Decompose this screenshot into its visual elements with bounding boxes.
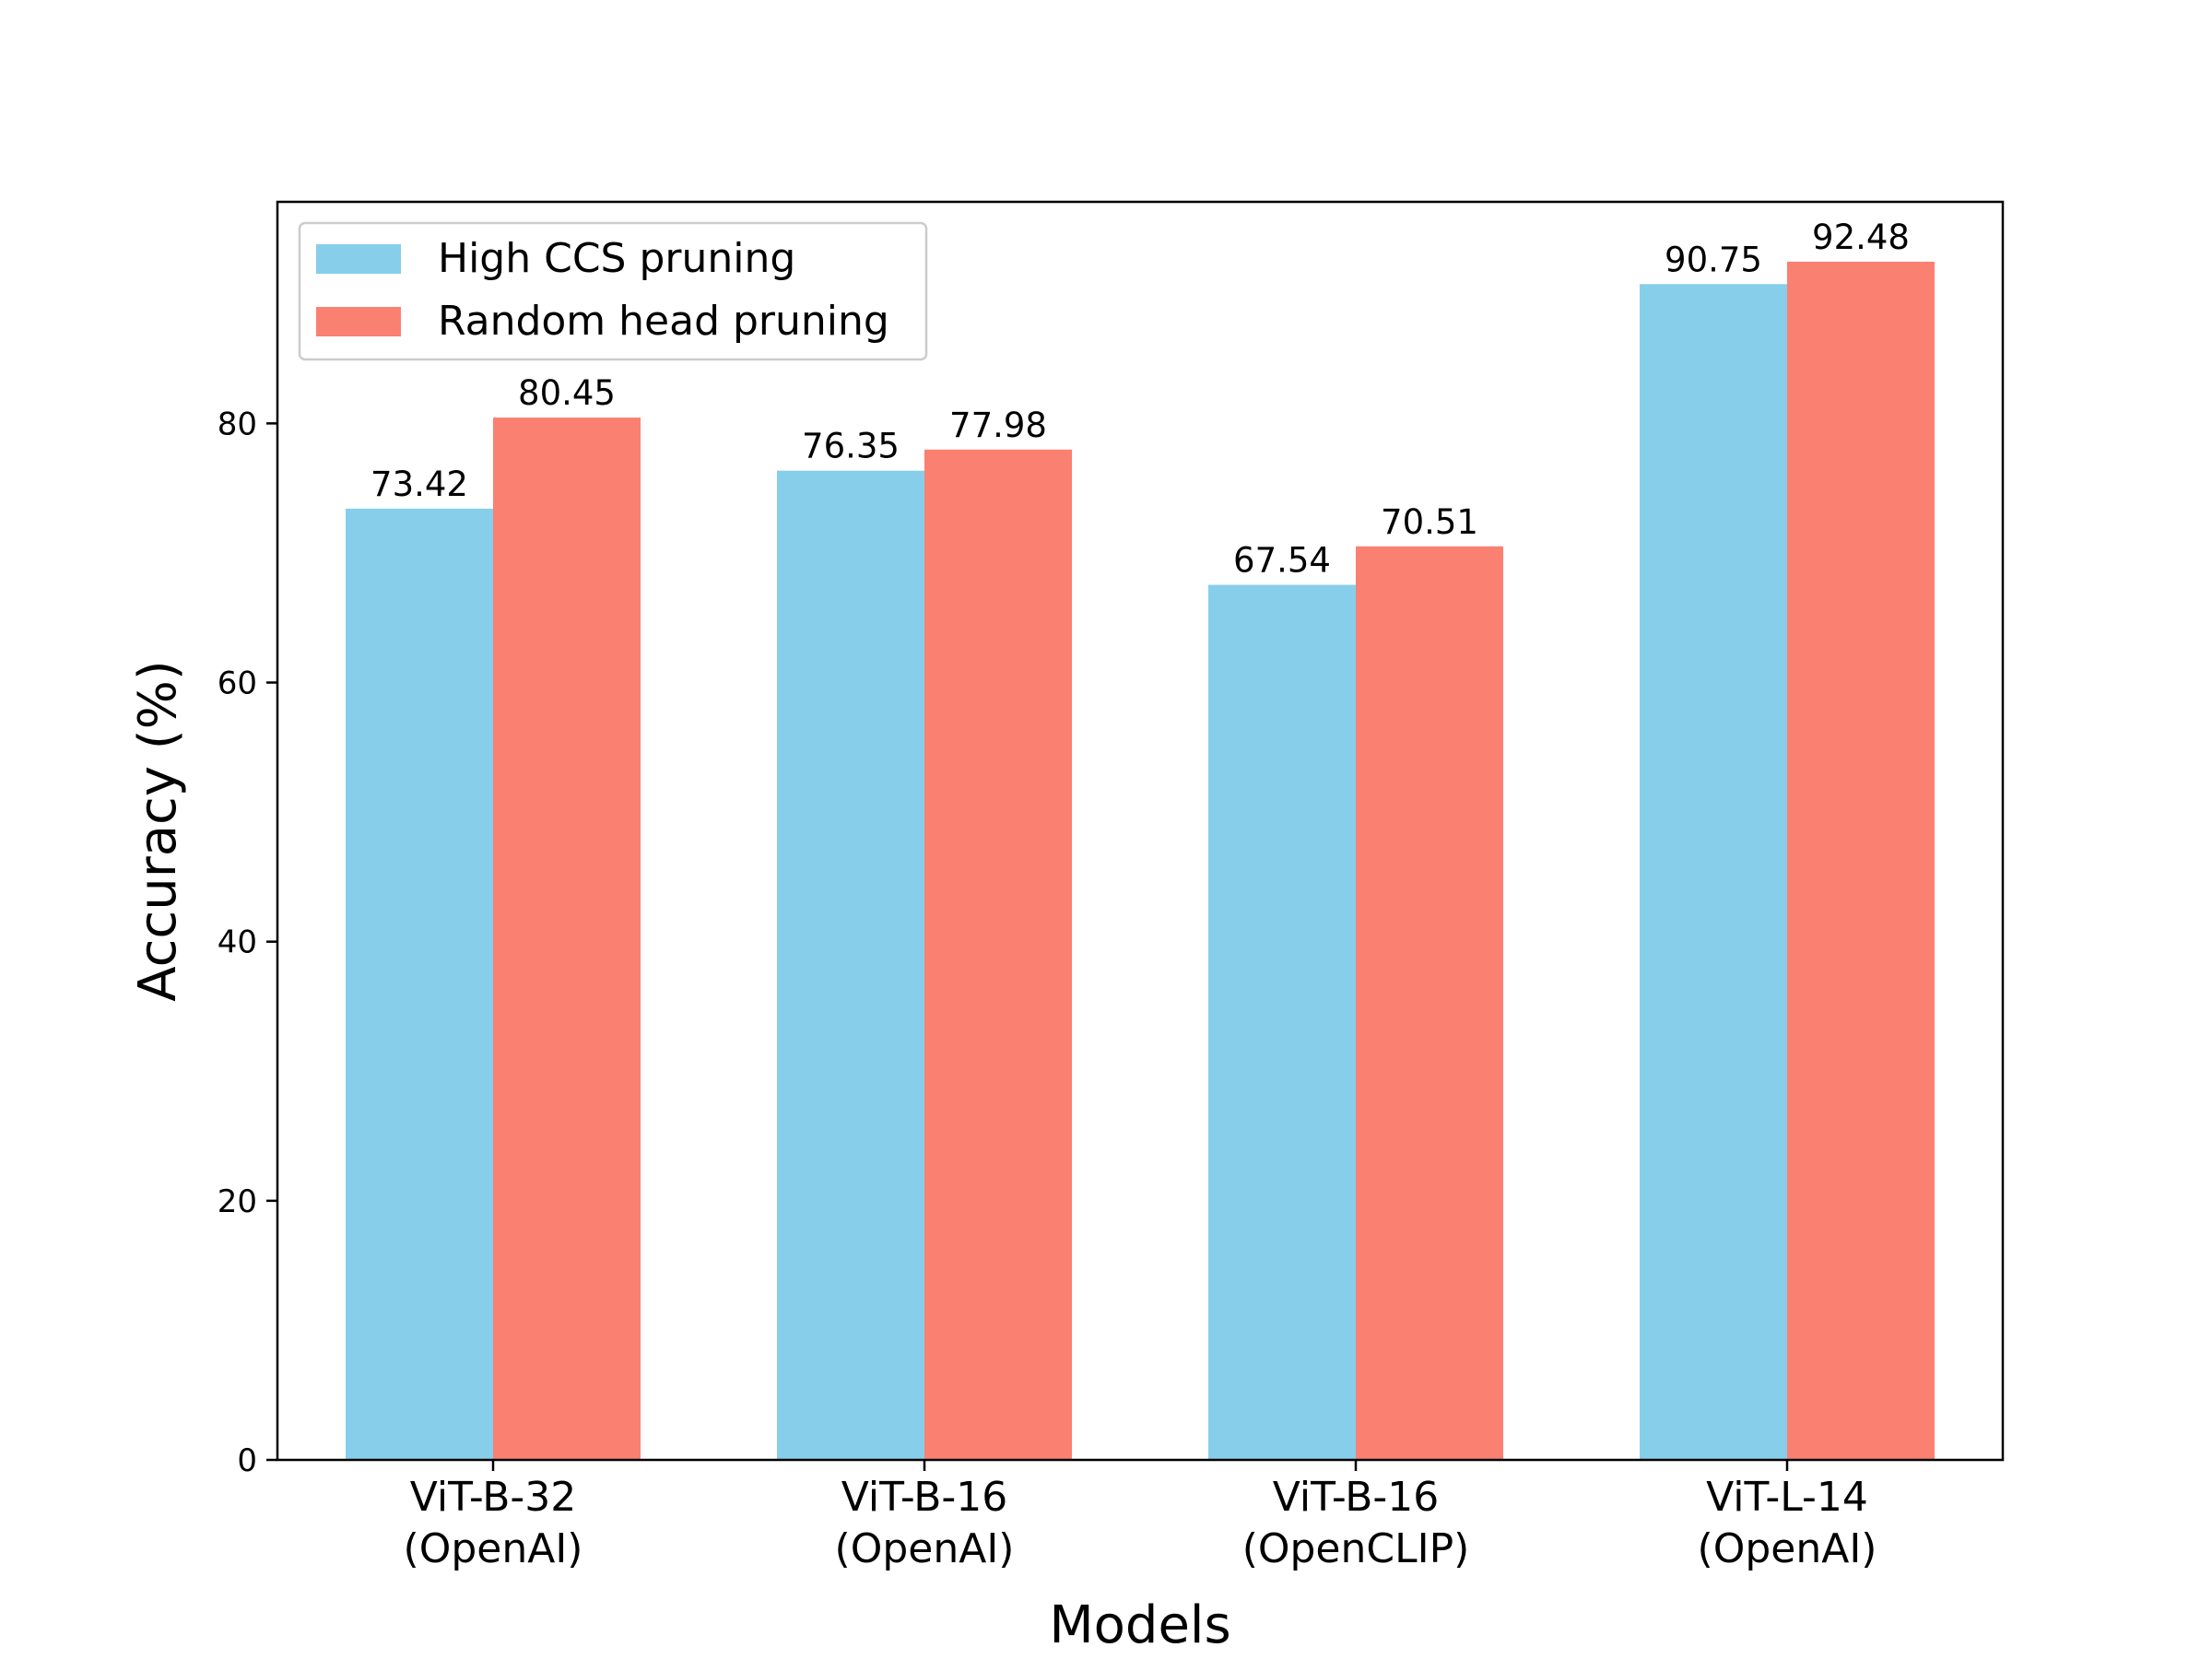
bars-group	[346, 261, 1935, 1461]
legend: High CCS pruning Random head pruning	[298, 221, 928, 361]
x-tick-label: (OpenCLIP)	[1242, 1525, 1470, 1572]
bar-random-head-2	[1356, 546, 1503, 1460]
data-label: 92.48	[1812, 218, 1910, 257]
bar-high-ccs-3	[1640, 284, 1787, 1460]
legend-entry: Random head pruning	[438, 298, 889, 345]
y-axis: 0 20 40 60 80	[218, 406, 277, 1479]
bar-random-head-3	[1787, 261, 1935, 1461]
data-label: 90.75	[1665, 240, 1762, 279]
x-axis: ViT-B-32(OpenAI)ViT-B-16(OpenAI)ViT-B-16…	[404, 1460, 1877, 1572]
bar-random-head-0	[493, 418, 641, 1460]
data-label: 77.98	[949, 406, 1047, 445]
plot-frame	[276, 200, 2005, 1462]
data-labels-group: 73.42 80.45 76.35 77.98 67.54 70.51 90.75 92.48	[371, 218, 1910, 581]
legend-box	[298, 221, 928, 361]
legend-swatch	[316, 307, 401, 336]
x-tick-label: ViT-B-16	[841, 1474, 1008, 1521]
x-tick-label: ViT-L-14	[1706, 1474, 1868, 1521]
x-tick-label: ViT-B-16	[1273, 1474, 1440, 1521]
x-tick-label: ViT-B-32	[410, 1474, 577, 1521]
data-label: 76.35	[802, 427, 900, 466]
x-tick-label: (OpenAI)	[404, 1525, 583, 1572]
bar-high-ccs-0	[346, 508, 493, 1460]
x-axis-title: Models	[1049, 1595, 1230, 1655]
x-tick-label: (OpenAI)	[1698, 1525, 1877, 1572]
data-label: 70.51	[1381, 502, 1478, 542]
data-label: 67.54	[1233, 541, 1331, 581]
bar-random-head-1	[924, 449, 1072, 1460]
y-axis-title: Accuracy (%)	[128, 660, 188, 1001]
x-tick-label: (OpenAI)	[835, 1525, 1015, 1572]
legend-entry: High CCS pruning	[438, 235, 795, 282]
data-label: 73.42	[371, 465, 468, 504]
legend-swatch	[316, 244, 401, 274]
y-tick-label: 60	[218, 665, 257, 702]
data-label: 80.45	[518, 373, 616, 413]
y-tick-label: 0	[237, 1442, 257, 1479]
bar-high-ccs-2	[1208, 584, 1356, 1460]
y-tick-label: 40	[218, 924, 257, 961]
y-tick-label: 20	[218, 1183, 257, 1220]
y-tick-label: 80	[218, 406, 257, 442]
bar-high-ccs-1	[777, 470, 924, 1460]
